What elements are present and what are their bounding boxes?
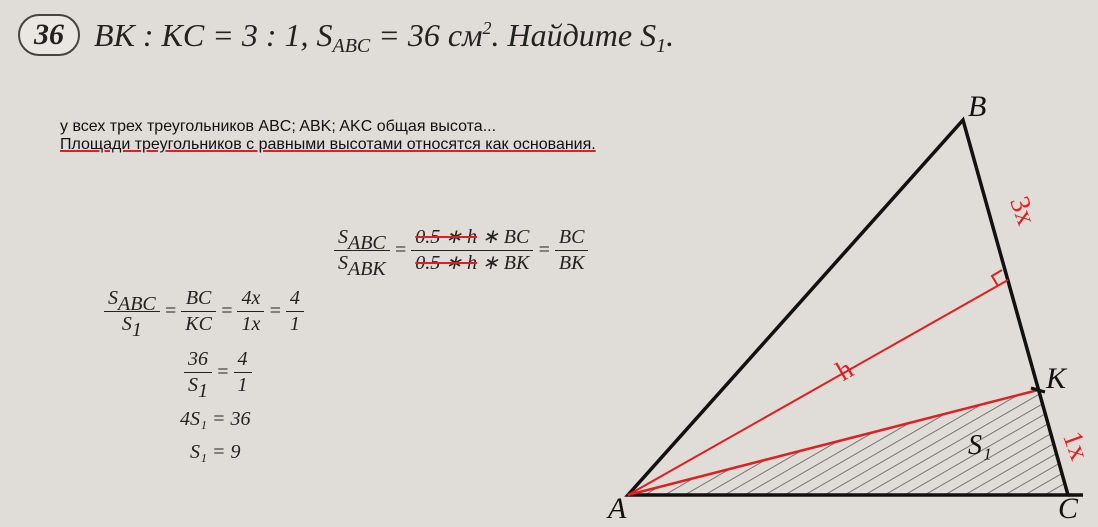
square-exponent: 2 bbox=[482, 18, 491, 38]
ratio-text: BK : KC = 3 : 1, bbox=[94, 17, 308, 53]
equals-2b: = bbox=[220, 300, 234, 323]
eq3-lden: S bbox=[188, 374, 198, 396]
eq2-dden: 1 bbox=[286, 312, 304, 337]
eq3-rden: 1 bbox=[234, 373, 252, 398]
s-value: = 36 см bbox=[370, 17, 482, 53]
note-line-1: у всех трех треугольников ABC; ABK; AKC … bbox=[60, 118, 596, 136]
eq1-lnum: S bbox=[338, 226, 348, 248]
eq1-lden: S bbox=[338, 252, 348, 274]
s-symbol: S bbox=[316, 17, 332, 53]
eq3-rnum: 4 bbox=[234, 347, 252, 373]
tail-dot: . bbox=[666, 17, 674, 53]
eq2-bnum: BC bbox=[181, 286, 216, 312]
eq1-mnum-strike: 0.5 ∗ h bbox=[415, 226, 477, 248]
equals-1a: = bbox=[394, 239, 408, 262]
equation-5: S₁ = 9 bbox=[190, 441, 592, 464]
equals-3: = bbox=[216, 361, 230, 384]
eq1-mnum-rest: ∗ BC bbox=[477, 226, 529, 248]
vertex-a-label: A bbox=[608, 492, 626, 526]
s-subscript: ABC bbox=[332, 35, 370, 57]
problem-number-badge: 36 bbox=[18, 14, 80, 56]
eq1-mden-strike: 0.5 ∗ h bbox=[415, 252, 477, 274]
triangle-diagram: A B C K S₁ 3x 1x h bbox=[568, 100, 1088, 520]
eq2-anum: S bbox=[108, 287, 118, 309]
eq3-right: 4 1 bbox=[234, 347, 252, 398]
eq2-frac-b: BC KC bbox=[181, 286, 216, 337]
vertex-k-label: K bbox=[1046, 362, 1066, 396]
equals-2a: = bbox=[164, 300, 178, 323]
eq2-frac-d: 4 1 bbox=[286, 286, 304, 337]
eq3-left: 36 S1 bbox=[184, 347, 212, 398]
eq2-anum-sub: ABC bbox=[118, 293, 156, 315]
eq1-mden-rest: ∗ BK bbox=[477, 252, 529, 274]
eq1-lnum-sub: ABC bbox=[348, 232, 386, 254]
eq2-dnum: 4 bbox=[286, 286, 304, 312]
eq3-lden-sub: 1 bbox=[198, 380, 208, 402]
eq1-lden-sub: ABK bbox=[348, 258, 386, 280]
solution-work: SABC SABK = 0.5 ∗ h ∗ BC 0.5 ∗ h ∗ BK = … bbox=[100, 215, 592, 474]
eq2-aden: S bbox=[122, 313, 132, 335]
eq2-frac-c: 4x 1x bbox=[237, 286, 264, 337]
note-line-2: Площади треугольников с равными высотами… bbox=[60, 136, 596, 154]
equation-2: SABC S1 = BC KC = 4x 1x = 4 1 bbox=[100, 286, 592, 337]
problem-statement: BK : KC = 3 : 1, SABC = 36 см2. Найдите … bbox=[94, 17, 674, 54]
eq2-cnum: 4x bbox=[237, 286, 264, 312]
equation-4: 4S₁ = 36 bbox=[180, 408, 592, 431]
equals-1b: = bbox=[537, 239, 551, 262]
eq2-bden: KC bbox=[181, 312, 216, 337]
equation-3: 36 S1 = 4 1 bbox=[180, 347, 592, 398]
eq1-mid-fraction: 0.5 ∗ h ∗ BC 0.5 ∗ h ∗ BK bbox=[411, 225, 533, 276]
vertex-b-label: B bbox=[968, 90, 986, 124]
eq2-frac-a: SABC S1 bbox=[104, 286, 160, 337]
eq3-lnum: 36 bbox=[184, 347, 212, 373]
eq2-cden: 1x bbox=[237, 312, 264, 337]
tail-text: . Найдите S bbox=[491, 17, 656, 53]
s1-label: S₁ bbox=[968, 430, 992, 462]
diagram-svg bbox=[568, 100, 1088, 520]
eq2-aden-sub: 1 bbox=[132, 319, 142, 341]
eq1-left-fraction: SABC SABK bbox=[334, 225, 390, 276]
equals-2c: = bbox=[268, 300, 282, 323]
vertex-c-label: C bbox=[1058, 492, 1078, 526]
annotation-notes: у всех трех треугольников ABC; ABK; AKC … bbox=[60, 118, 596, 154]
tail-subscript: 1 bbox=[656, 35, 666, 57]
equation-1: SABC SABK = 0.5 ∗ h ∗ BC 0.5 ∗ h ∗ BK = … bbox=[330, 225, 592, 276]
